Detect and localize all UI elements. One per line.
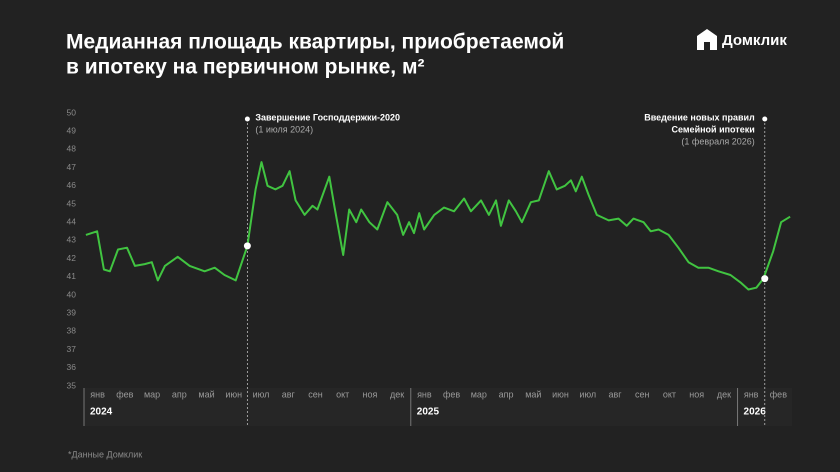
y-tick-label: 44 <box>67 216 77 226</box>
y-tick-label: 45 <box>67 198 77 208</box>
x-tick-label: сен <box>308 389 323 399</box>
y-tick-label: 49 <box>67 125 77 135</box>
x-tick-label: авг <box>282 389 296 399</box>
y-tick-label: 42 <box>67 253 77 263</box>
y-tick-label: 40 <box>67 289 77 299</box>
x-tick-label: июн <box>552 389 569 399</box>
logo-icon <box>697 29 717 50</box>
annotation-date: (1 февраля 2026) <box>681 136 754 146</box>
chart-title: в ипотеку на первичном рынке, м² <box>66 56 424 79</box>
x-tick-label: окт <box>663 389 676 399</box>
year-label: 2024 <box>90 407 113 418</box>
y-tick-label: 37 <box>67 344 77 354</box>
y-tick-label: 38 <box>67 326 77 336</box>
y-tick-label: 47 <box>67 162 77 172</box>
logo: Домклик <box>697 29 787 50</box>
year-label: 2025 <box>417 407 440 418</box>
x-tick-label: май <box>525 389 541 399</box>
y-tick-label: 41 <box>67 271 77 281</box>
y-tick-label: 39 <box>67 307 77 317</box>
y-tick-label: 35 <box>67 380 77 390</box>
x-tick-label: ноя <box>689 389 704 399</box>
x-tick-label: фев <box>116 389 133 399</box>
x-tick-label: фев <box>770 389 787 399</box>
x-tick-label: июн <box>225 389 242 399</box>
annotation-title: Завершение Господдержки-2020 <box>255 112 400 122</box>
x-tick-label: дек <box>390 389 404 399</box>
x-tick-label: ноя <box>362 389 377 399</box>
x-tick-label: апр <box>172 389 187 399</box>
brand: Домклик <box>722 32 787 49</box>
x-tick-label: янв <box>90 389 105 399</box>
x-tick-label: сен <box>635 389 650 399</box>
x-tick-label: май <box>198 389 214 399</box>
x-tick-label: дек <box>717 389 731 399</box>
x-tick-label: янв <box>417 389 432 399</box>
x-tick-label: фев <box>443 389 460 399</box>
y-tick-label: 50 <box>67 107 77 117</box>
annotation-top-dot <box>244 116 250 122</box>
year-label: 2026 <box>744 407 767 418</box>
y-tick-label: 46 <box>67 180 77 190</box>
annotation-title: Введение новых правил <box>644 112 755 122</box>
annotation-title: Семейной ипотеки <box>672 124 755 134</box>
chart-title: Медианная площадь квартиры, приобретаемо… <box>66 31 564 54</box>
annotation-top-dot <box>762 116 768 122</box>
x-tick-label: мар <box>471 389 487 399</box>
y-tick-label: 36 <box>67 362 77 372</box>
annotation-point <box>761 275 769 283</box>
x-tick-label: авг <box>608 389 622 399</box>
x-axis-band <box>84 388 792 426</box>
x-tick-label: апр <box>499 389 514 399</box>
annotation-point <box>243 242 251 250</box>
source: *Данные Домклик <box>68 449 142 459</box>
y-tick-label: 48 <box>67 144 77 154</box>
x-tick-label: июл <box>253 389 270 399</box>
x-tick-label: июл <box>579 389 596 399</box>
y-tick-label: 43 <box>67 235 77 245</box>
data-line <box>85 161 791 291</box>
x-tick-label: янв <box>744 389 759 399</box>
x-tick-label: мар <box>144 389 160 399</box>
x-tick-label: окт <box>336 389 349 399</box>
annotation-date: (1 июля 2024) <box>255 124 313 134</box>
